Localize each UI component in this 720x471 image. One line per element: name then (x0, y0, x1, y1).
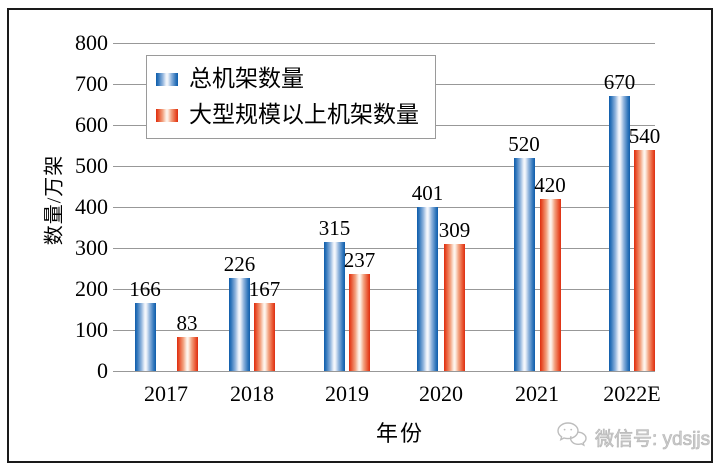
gridline-y-0 (113, 371, 655, 372)
y-tick-label: 200 (75, 276, 108, 301)
value-label-large-2018: 167 (248, 276, 281, 301)
value-label-total-2022E: 670 (603, 70, 636, 95)
value-label-total-2018: 226 (223, 252, 256, 277)
gridline-y-400 (113, 207, 655, 208)
bar-large-2022E (634, 149, 655, 371)
bar-large-2019 (349, 273, 370, 371)
gridline-y-100 (113, 330, 655, 331)
value-label-total-2021: 520 (508, 131, 540, 156)
x-tick-label-2022E: 2022E (603, 381, 661, 406)
x-tick-label-2018: 2018 (230, 381, 274, 406)
value-label-large-2020: 309 (438, 218, 471, 243)
x-tick-label-2020: 2020 (419, 381, 463, 406)
bar-total-2017 (134, 302, 156, 371)
y-tick-label: 0 (97, 358, 108, 383)
bar-total-2019 (324, 241, 345, 371)
value-label-total-2019: 315 (318, 215, 351, 240)
bar-total-2022E (609, 96, 630, 371)
legend-item-total-racks: 总机架数量 (156, 66, 435, 92)
y-tick-label: 700 (75, 71, 108, 96)
value-label-total-2017: 166 (129, 276, 161, 301)
bar-large-2021 (539, 198, 561, 371)
y-tick-label: 400 (75, 194, 108, 219)
bar-large-2018 (254, 302, 275, 371)
value-label-large-2019: 237 (343, 247, 376, 272)
watermark: 微信号: ydsjjs (556, 421, 710, 454)
wechat-icon (556, 421, 588, 454)
legend-label: 总机架数量 (189, 66, 304, 91)
bar-large-2020 (444, 244, 465, 371)
value-label-large-2022E: 540 (628, 123, 661, 148)
x-axis-title: 年份 (375, 421, 425, 446)
y-tick-label: 800 (75, 30, 108, 55)
gridline-y-200 (113, 289, 655, 290)
y-tick-label: 600 (75, 112, 108, 137)
gridline-y-300 (113, 248, 655, 249)
watermark-label: 微信号: ydsjjs (595, 429, 711, 451)
y-tick-label: 100 (75, 317, 108, 342)
y-tick-label: 500 (75, 153, 108, 178)
legend-label: 大型规模以上机架数量 (189, 102, 419, 127)
x-tick-label-2019: 2019 (325, 381, 369, 406)
gridline-y-800 (113, 43, 655, 44)
legend: 总机架数量 大型规模以上机架数量 (146, 55, 436, 139)
y-axis-title: 数量/万架 (43, 154, 66, 246)
legend-item-large-racks: 大型规模以上机架数量 (156, 102, 435, 128)
bar-large-2017 (176, 336, 198, 371)
y-tick-label: 300 (75, 235, 108, 260)
value-label-large-2017: 83 (176, 310, 198, 335)
bar-total-2020 (417, 206, 438, 371)
legend-swatch-blue (156, 72, 178, 86)
value-label-total-2020: 401 (411, 180, 444, 205)
legend-swatch-red (156, 108, 178, 122)
gridline-y-500 (113, 166, 655, 167)
bar-total-2021 (513, 157, 535, 371)
bar-total-2018 (229, 278, 250, 371)
x-tick-label-2021: 2021 (515, 381, 559, 406)
x-tick-label-2017: 2017 (144, 381, 188, 406)
value-label-large-2021: 420 (534, 172, 566, 197)
